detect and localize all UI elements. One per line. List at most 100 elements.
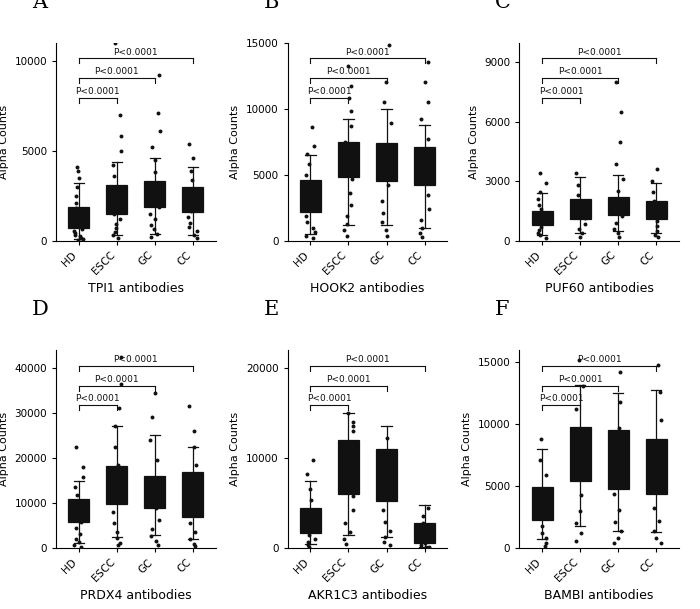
- PathPatch shape: [69, 499, 90, 522]
- Point: [377, 183, 388, 192]
- Point: [188, 426, 199, 436]
- Point: [610, 159, 621, 169]
- Point: [306, 122, 317, 132]
- Point: [151, 188, 162, 197]
- Point: [615, 367, 626, 377]
- PathPatch shape: [376, 449, 397, 501]
- Point: [651, 216, 662, 226]
- Point: [347, 491, 358, 501]
- Text: A: A: [32, 0, 47, 12]
- Text: D: D: [32, 300, 49, 319]
- Point: [537, 528, 548, 538]
- Point: [304, 542, 315, 552]
- Point: [577, 228, 588, 238]
- Y-axis label: Alpha Counts: Alpha Counts: [0, 105, 9, 179]
- Point: [309, 526, 320, 535]
- PathPatch shape: [338, 440, 359, 494]
- Point: [108, 231, 119, 241]
- Point: [300, 170, 312, 180]
- Point: [415, 540, 426, 550]
- Point: [78, 234, 89, 244]
- Point: [149, 214, 160, 224]
- PathPatch shape: [531, 211, 552, 225]
- Point: [71, 490, 83, 500]
- Point: [306, 496, 317, 505]
- Point: [423, 154, 434, 164]
- Point: [305, 505, 316, 515]
- Text: P<0.0001: P<0.0001: [345, 355, 390, 364]
- PathPatch shape: [414, 523, 435, 543]
- Point: [575, 490, 586, 500]
- Point: [191, 460, 202, 470]
- Point: [384, 526, 395, 536]
- Point: [71, 203, 82, 213]
- Point: [570, 536, 582, 546]
- X-axis label: PUF60 antibodies: PUF60 antibodies: [545, 282, 654, 295]
- Point: [384, 540, 395, 550]
- Point: [77, 224, 88, 233]
- Point: [144, 489, 155, 499]
- Point: [608, 488, 620, 498]
- Point: [649, 196, 660, 206]
- Point: [535, 456, 546, 465]
- Text: P<0.0001: P<0.0001: [558, 375, 603, 384]
- Point: [185, 192, 196, 202]
- Point: [153, 202, 164, 211]
- Point: [113, 541, 124, 551]
- Point: [379, 537, 390, 547]
- Point: [385, 118, 396, 128]
- Point: [183, 213, 194, 222]
- Point: [540, 215, 551, 225]
- Point: [579, 219, 590, 228]
- Point: [115, 352, 126, 362]
- PathPatch shape: [106, 185, 127, 214]
- Point: [308, 513, 319, 523]
- Point: [652, 360, 664, 370]
- Point: [540, 233, 552, 243]
- Point: [422, 502, 433, 512]
- Point: [540, 533, 552, 543]
- Point: [69, 216, 80, 226]
- Point: [300, 231, 312, 241]
- Point: [533, 228, 544, 238]
- Point: [342, 408, 354, 418]
- Point: [379, 162, 391, 172]
- Point: [77, 462, 88, 472]
- Point: [380, 77, 391, 87]
- Point: [308, 204, 319, 214]
- Text: P<0.0001: P<0.0001: [113, 48, 158, 57]
- Point: [574, 506, 585, 516]
- Point: [145, 531, 156, 541]
- Point: [145, 209, 156, 219]
- Point: [112, 198, 123, 208]
- Point: [533, 200, 545, 209]
- Point: [575, 199, 586, 209]
- PathPatch shape: [608, 197, 629, 215]
- Point: [302, 470, 313, 479]
- Point: [189, 539, 200, 549]
- Point: [538, 495, 550, 505]
- PathPatch shape: [300, 507, 321, 533]
- Text: F: F: [496, 300, 510, 319]
- Point: [146, 143, 158, 152]
- Point: [71, 533, 82, 543]
- Point: [570, 169, 581, 178]
- Point: [424, 542, 435, 552]
- Point: [379, 97, 390, 107]
- Point: [113, 233, 124, 243]
- Point: [608, 469, 620, 479]
- Point: [342, 457, 353, 467]
- Point: [302, 537, 314, 547]
- Point: [309, 227, 321, 236]
- Point: [76, 219, 87, 228]
- Point: [307, 180, 318, 190]
- Point: [536, 521, 547, 530]
- Text: P<0.0001: P<0.0001: [326, 68, 371, 76]
- Point: [385, 475, 396, 485]
- Point: [422, 190, 433, 200]
- Point: [150, 388, 161, 398]
- Text: P<0.0001: P<0.0001: [345, 48, 390, 57]
- Point: [107, 507, 118, 517]
- Point: [153, 70, 164, 80]
- Point: [110, 224, 121, 233]
